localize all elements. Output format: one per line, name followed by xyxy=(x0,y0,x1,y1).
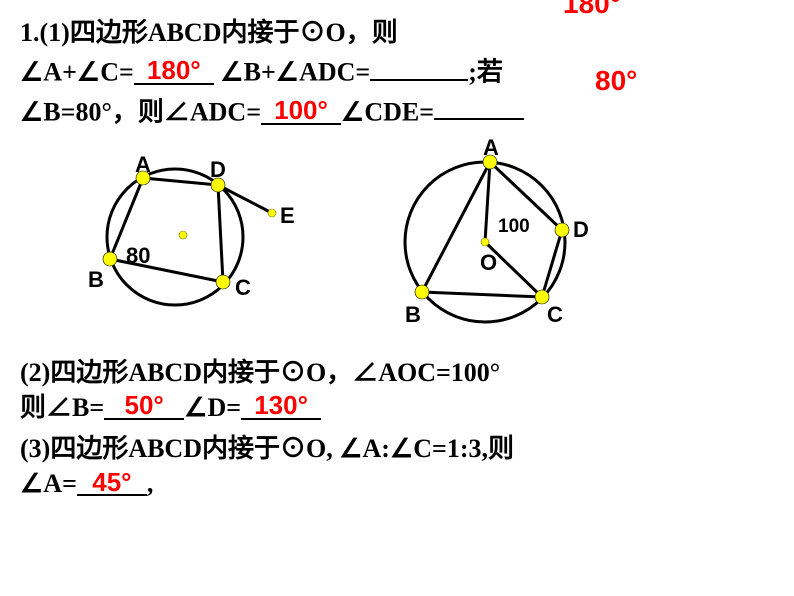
d2-lab-B: B xyxy=(405,302,421,327)
d2-angle-100: 100 xyxy=(498,216,530,237)
problem-2: (2)四边形ABCD内接于⊙O，∠AOC=100° 则∠B=50°∠D=130° xyxy=(20,355,774,425)
answer-q2-B: 50° xyxy=(125,390,164,420)
q1-line3: ∠B=80°，则∠ADC=100°∠CDE= 80° xyxy=(20,90,774,130)
q2-line1: (2)四边形ABCD内接于⊙O，∠AOC=100° xyxy=(20,355,774,390)
d1-pt-B xyxy=(103,252,117,266)
q2-line2: 则∠B=50°∠D=130° xyxy=(20,390,774,425)
blank-B-ADC xyxy=(370,50,468,81)
problem-1: 1.(1)四边形ABCD内接于⊙O，则 ∠A+∠C=180° ∠B+∠ADC=;… xyxy=(20,15,774,129)
blank-ADC: 100° xyxy=(261,94,341,125)
d1-pt-E xyxy=(268,209,276,217)
blank-CDE xyxy=(434,90,524,121)
diagram-2: A D B C O 100 xyxy=(380,137,620,346)
d1-lab-B: B xyxy=(88,267,104,292)
d1-lab-D: D xyxy=(210,157,226,182)
blank-q2-D: 130° xyxy=(241,390,321,421)
d2-pt-O xyxy=(481,238,489,246)
d2-lab-C: C xyxy=(547,302,563,327)
d2-pt-B xyxy=(415,285,429,299)
diagram-2-svg: A D B C O 100 xyxy=(380,137,620,337)
q1-line2: ∠A+∠C=180° ∠B+∠ADC=;若 180° xyxy=(20,50,774,90)
answer-q2-D: 130° xyxy=(254,390,308,420)
d1-pt-C xyxy=(216,275,230,289)
answer-q3-A: 45° xyxy=(92,467,131,497)
answer-B-ADC: 180° xyxy=(563,0,621,23)
d2-lab-O: O xyxy=(480,250,497,275)
d2-lab-A: A xyxy=(483,137,499,160)
blank-q2-B: 50° xyxy=(104,390,184,421)
diagram-1: A D E B C 80 xyxy=(80,137,310,346)
answer-CDE: 80° xyxy=(595,62,637,100)
d1-lab-C: C xyxy=(235,275,251,300)
q3-line2: ∠A=45°, xyxy=(20,466,774,501)
d2-lab-D: D xyxy=(573,217,589,242)
d1-angle-80: 80 xyxy=(126,243,150,268)
diagram-row: A D E B C 80 A D B xyxy=(80,137,774,346)
answer-AC: 180° xyxy=(147,55,201,85)
d1-lab-E: E xyxy=(280,203,295,228)
d1-pt-O xyxy=(179,231,187,239)
d2-pt-D xyxy=(555,223,569,237)
blank-AC: 180° xyxy=(134,55,214,86)
diagram-1-svg: A D E B C 80 xyxy=(80,137,310,317)
q1-line1: 1.(1)四边形ABCD内接于⊙O，则 xyxy=(20,15,774,50)
blank-q3-A: 45° xyxy=(77,466,147,497)
d1-lab-A: A xyxy=(135,152,151,177)
q3-line1: (3)四边形ABCD内接于⊙O, ∠A:∠C=1:3,则 xyxy=(20,431,774,466)
answer-ADC: 100° xyxy=(274,95,328,125)
problem-3: (3)四边形ABCD内接于⊙O, ∠A:∠C=1:3,则 ∠A=45°, xyxy=(20,431,774,501)
